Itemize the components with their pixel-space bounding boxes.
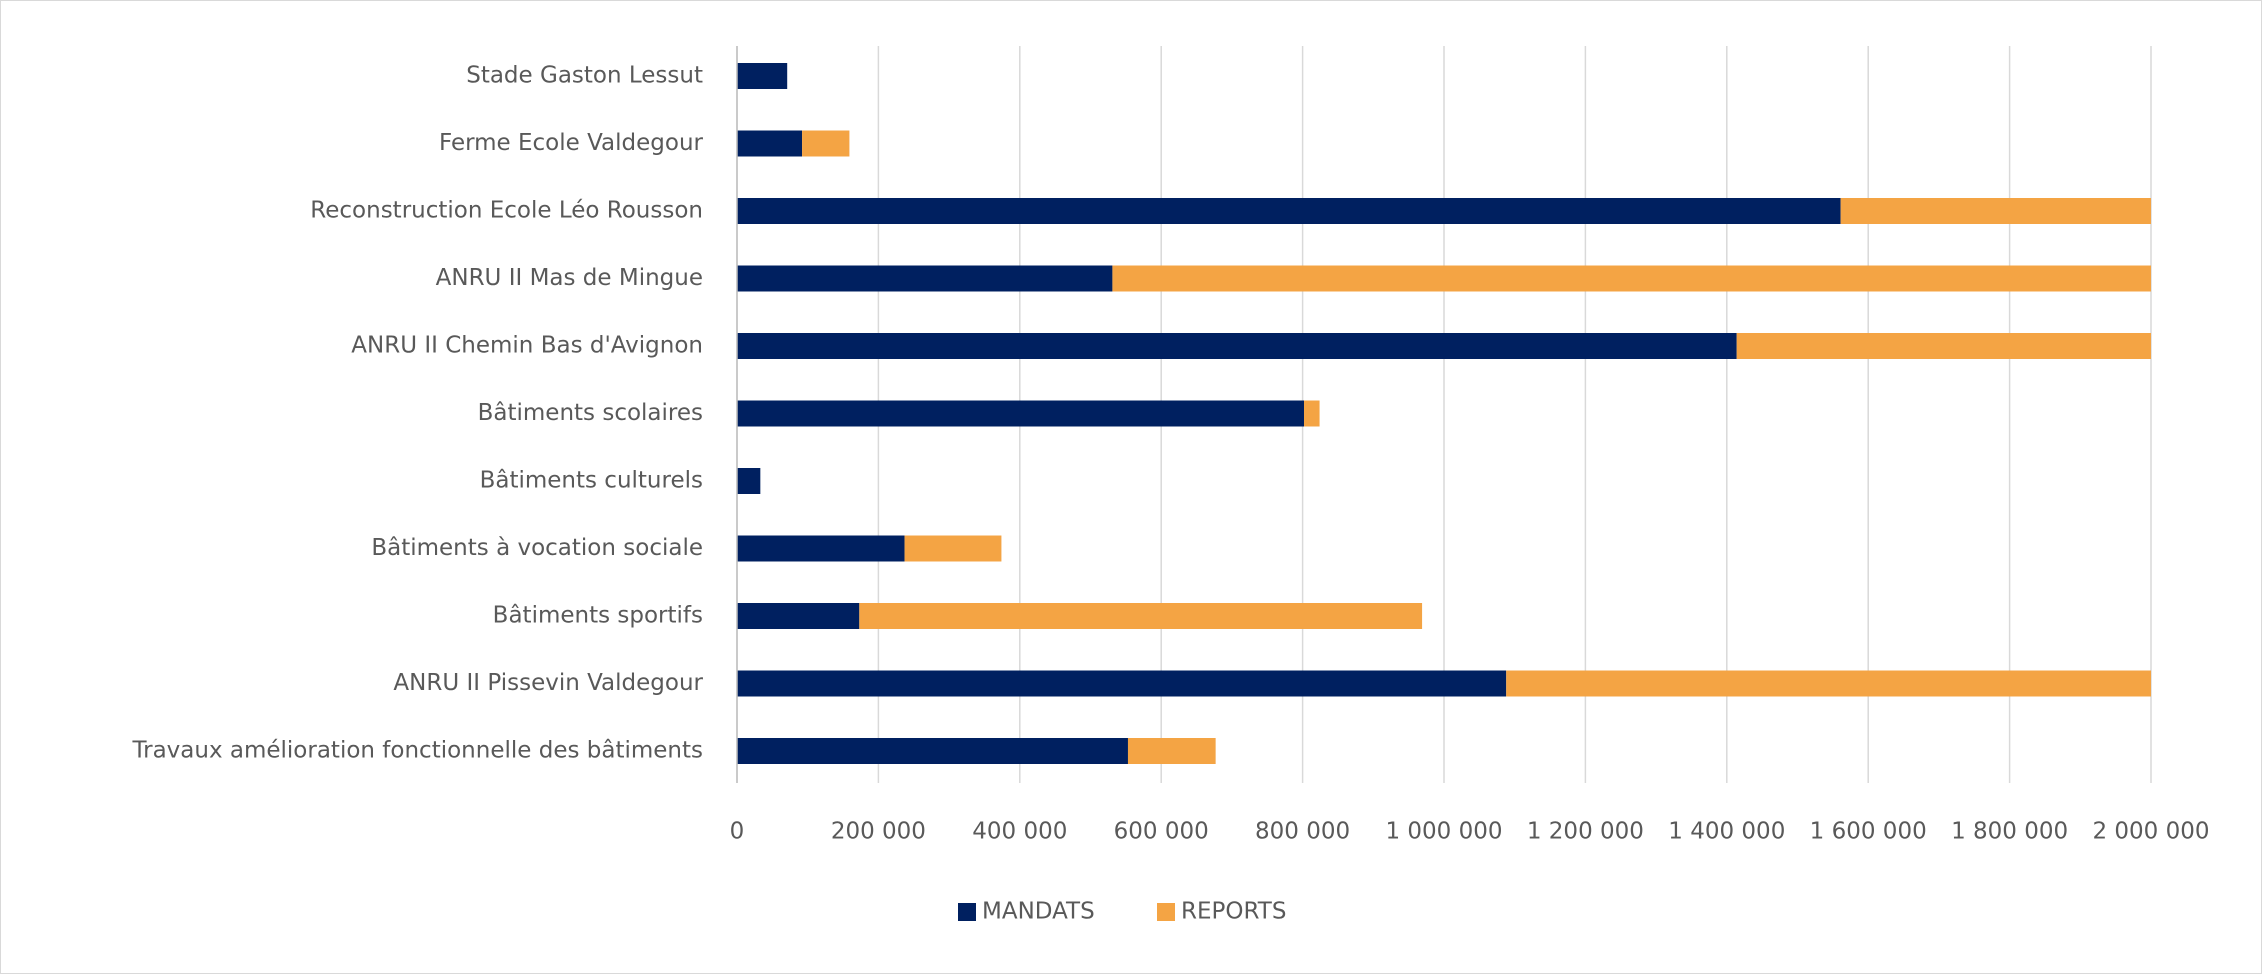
x-tick-label: 1 000 000 bbox=[1385, 819, 1502, 845]
x-tick-label: 0 bbox=[730, 819, 745, 845]
y-tick-label: Bâtiments à vocation sociale bbox=[371, 535, 703, 561]
x-tick-label: 600 000 bbox=[1114, 819, 1209, 845]
bar-segment bbox=[737, 670, 1507, 697]
bar-segment bbox=[737, 63, 788, 89]
legend-swatch bbox=[1157, 903, 1175, 921]
bar-segment bbox=[737, 603, 860, 629]
x-tick-label: 1 200 000 bbox=[1527, 819, 1644, 845]
bar-segment bbox=[737, 265, 1113, 292]
bar-segment bbox=[737, 535, 905, 562]
legend-label: REPORTS bbox=[1181, 899, 1286, 925]
y-tick-label: ANRU II Pissevin Valdegour bbox=[393, 670, 703, 696]
bar-segment bbox=[802, 130, 850, 157]
bar-segment bbox=[737, 333, 1737, 359]
y-tick-label: ANRU II Chemin Bas d'Avignon bbox=[351, 333, 703, 359]
bar-segment bbox=[737, 400, 1305, 427]
x-tick-label: 1 800 000 bbox=[1951, 819, 2068, 845]
legend-label: MANDATS bbox=[982, 899, 1095, 925]
bar-segment bbox=[737, 468, 761, 494]
y-tick-label: Travaux amélioration fonctionnelle des b… bbox=[131, 738, 703, 764]
bar-segment bbox=[859, 603, 1423, 629]
y-tick-label: Stade Gaston Lessut bbox=[466, 63, 703, 89]
y-tick-label: Bâtiments scolaires bbox=[478, 400, 703, 426]
bar-segment bbox=[1840, 198, 2151, 224]
y-tick-label: Reconstruction Ecole Léo Rousson bbox=[310, 198, 703, 224]
bar-segment bbox=[737, 198, 1841, 224]
bar-segment bbox=[1304, 400, 1320, 427]
y-tick-label: ANRU II Mas de Mingue bbox=[436, 265, 703, 291]
bars bbox=[737, 63, 2151, 764]
y-tick-label: Bâtiments sportifs bbox=[493, 603, 703, 629]
x-tick-label: 1 600 000 bbox=[1810, 819, 1927, 845]
y-tick-label: Ferme Ecole Valdegour bbox=[439, 130, 704, 156]
x-tick-label: 200 000 bbox=[831, 819, 926, 845]
bar-segment bbox=[904, 535, 1002, 562]
bar-segment bbox=[1127, 738, 1216, 764]
bar-segment bbox=[737, 130, 803, 157]
x-tick-label: 1 400 000 bbox=[1668, 819, 1785, 845]
x-tick-label: 400 000 bbox=[972, 819, 1067, 845]
bar-segment bbox=[737, 738, 1128, 764]
y-tick-label: Bâtiments culturels bbox=[480, 468, 703, 494]
x-tick-label: 800 000 bbox=[1255, 819, 1350, 845]
legend-swatch bbox=[958, 903, 976, 921]
x-tick-label: 2 000 000 bbox=[2092, 819, 2209, 845]
bar-segment bbox=[1112, 265, 2151, 292]
bar-segment bbox=[1736, 333, 2151, 359]
bar-segment bbox=[1506, 670, 2151, 697]
